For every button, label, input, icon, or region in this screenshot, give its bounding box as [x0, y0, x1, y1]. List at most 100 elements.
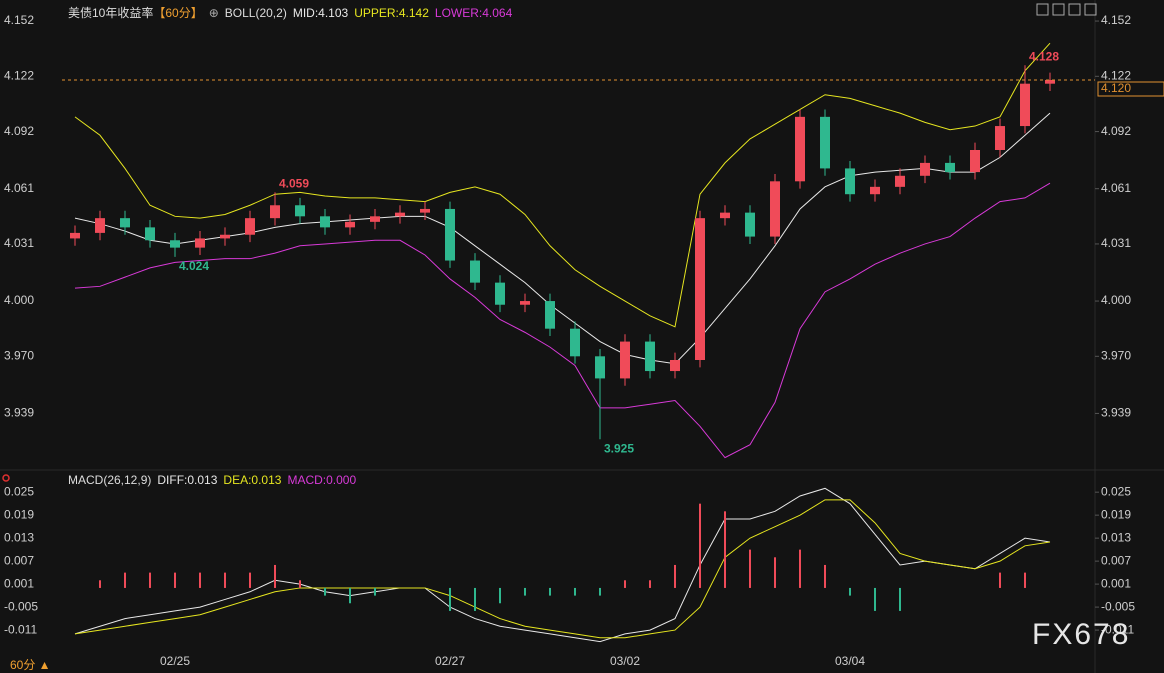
macd-bar — [374, 587, 376, 596]
macd-bar — [849, 587, 851, 596]
x-tick-label: 03/02 — [610, 654, 640, 668]
macd-bar — [674, 564, 676, 588]
macd-bar — [224, 572, 226, 588]
candle-body — [1020, 83, 1030, 127]
legend-macd: MACD:0.000 — [287, 473, 357, 487]
legend-diff: DIFF:0.013 — [157, 473, 218, 487]
settings-icon[interactable]: ⊕ — [208, 6, 219, 20]
period[interactable]: 【60分】 — [153, 6, 203, 20]
candle-body — [895, 175, 905, 187]
legend-mid: MID:4.103 — [292, 6, 349, 20]
y-tick-label: 0.013 — [4, 530, 34, 544]
y-tick-label: 4.092 — [4, 124, 34, 138]
tool-button[interactable] — [1084, 3, 1097, 16]
last-price-label: 4.120 — [1101, 81, 1131, 95]
tool-button[interactable] — [1036, 3, 1049, 16]
candle-body — [245, 218, 255, 235]
watermark: FX678 — [1032, 618, 1131, 651]
y-tick-label: 4.152 — [4, 13, 34, 27]
y-tick-label: 0.007 — [1101, 553, 1131, 567]
y-tick-label: 0.013 — [1101, 530, 1131, 544]
boll-line — [74, 112, 1051, 365]
candle-body — [995, 126, 1005, 150]
macd-bar — [324, 587, 326, 596]
candle-body — [845, 168, 855, 195]
y-tick-label: 3.939 — [4, 406, 34, 420]
y-tick-label: 3.970 — [4, 348, 34, 362]
extreme-label: 3.925 — [604, 441, 634, 455]
candle-body — [170, 240, 180, 248]
macd-bar — [799, 549, 801, 588]
legend-dea: DEA:0.013 — [223, 473, 282, 487]
candle-body — [770, 181, 780, 237]
candle-body — [545, 301, 555, 329]
macd-bar — [824, 564, 826, 588]
indicator: BOLL(20,2) — [224, 6, 287, 20]
tool-button[interactable] — [1068, 3, 1081, 16]
x-tick-label: 03/04 — [835, 654, 865, 668]
macd-bar — [149, 572, 151, 588]
macd-bar — [524, 587, 526, 596]
candle-body — [620, 341, 630, 379]
y-tick-label: 0.019 — [1101, 507, 1131, 521]
candle-body — [720, 212, 730, 219]
legend-lower: LOWER:4.064 — [434, 6, 513, 20]
extreme-label: 4.128 — [1029, 49, 1059, 63]
period-footer[interactable]: 60分 ▲ — [10, 658, 51, 672]
macd-line — [74, 499, 1051, 639]
y-tick-label: 0.025 — [1101, 484, 1131, 498]
macd-bar — [549, 587, 551, 596]
macd-bar — [99, 580, 101, 588]
candle-body — [95, 218, 105, 233]
boll-line — [74, 42, 1051, 328]
extreme-label: 4.024 — [179, 259, 209, 273]
candle-body — [270, 205, 280, 219]
candle-body — [970, 150, 980, 173]
candle-body — [420, 208, 430, 213]
extreme-label: 4.059 — [279, 177, 309, 191]
candle-body — [470, 260, 480, 283]
y-tick-label: 0.001 — [1101, 576, 1131, 590]
last-price-box — [1097, 81, 1164, 97]
boll-line — [74, 182, 1051, 459]
y-tick-label: -0.011 — [4, 622, 37, 636]
y-tick-label: 4.000 — [4, 293, 34, 307]
y-tick-label: 4.122 — [4, 68, 34, 82]
macd-bar — [899, 587, 901, 611]
candle-body — [495, 282, 505, 305]
candle-body — [295, 205, 305, 217]
macd-bar — [749, 549, 751, 588]
macd-bar — [574, 587, 576, 596]
candle-body — [820, 116, 830, 169]
x-tick-label: 02/25 — [160, 654, 190, 668]
candle-body — [70, 232, 80, 239]
candle-body — [145, 227, 155, 241]
candle-body — [195, 238, 205, 248]
macd-bar — [274, 564, 276, 588]
y-tick-label: -0.005 — [1101, 599, 1135, 613]
y-tick-label: 0.019 — [4, 507, 34, 521]
y-tick-label: 4.152 — [1101, 13, 1131, 27]
candle-body — [745, 212, 755, 237]
macd-line — [74, 487, 1051, 643]
tool-button[interactable] — [1052, 3, 1065, 16]
y-tick-label: 0.001 — [4, 576, 34, 590]
candle-body — [595, 356, 605, 379]
macd-header: MACD(26,12,9) DIFF:0.013 DEA:0.013 MACD:0.0… — [68, 473, 362, 487]
macd-bar — [499, 587, 501, 604]
candle-body — [320, 216, 330, 228]
macd-bar — [474, 587, 476, 611]
macd-bar — [999, 572, 1001, 588]
x-tick-label: 02/27 — [435, 654, 465, 668]
macd-bar — [874, 587, 876, 611]
y-tick-label: 4.031 — [1101, 236, 1131, 250]
indicator-dot[interactable] — [2, 474, 10, 482]
macd-bar — [174, 572, 176, 588]
y-tick-label: -0.011 — [1101, 622, 1134, 636]
macd-bar — [249, 572, 251, 588]
candle-body — [645, 341, 655, 372]
macd-bar — [599, 587, 601, 596]
macd-bar — [199, 572, 201, 588]
